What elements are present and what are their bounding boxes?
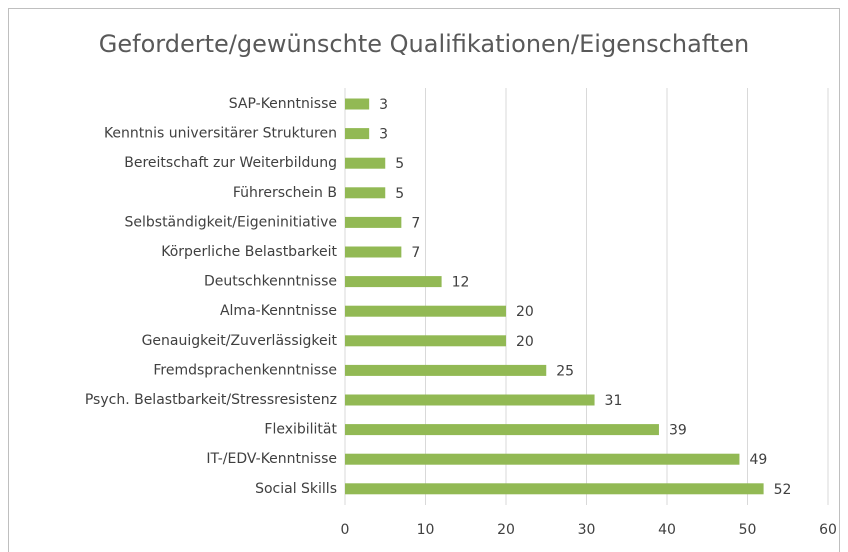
x-tick-label: 20 — [497, 522, 515, 538]
data-label: 52 — [774, 482, 792, 498]
data-label: 49 — [749, 452, 767, 468]
data-label: 25 — [556, 363, 574, 379]
data-label: 39 — [669, 423, 687, 439]
bar — [345, 424, 659, 436]
bar — [345, 246, 402, 258]
data-label: 7 — [411, 245, 420, 261]
bar — [345, 98, 370, 110]
bar — [345, 187, 386, 199]
bar — [345, 364, 547, 376]
bar — [345, 216, 402, 228]
y-tick-label: Körperliche Belastbarkeit — [161, 244, 337, 260]
data-label: 7 — [411, 215, 420, 231]
x-tick-label: 50 — [739, 522, 757, 538]
y-tick-label: SAP-Kenntnisse — [229, 96, 337, 112]
data-label: 20 — [516, 304, 534, 320]
y-tick-label: Deutschkenntnisse — [204, 274, 337, 290]
y-tick-label: Flexibilität — [264, 422, 337, 438]
y-tick-label: Selbständigkeit/Eigeninitiative — [125, 214, 338, 230]
data-label: 5 — [395, 186, 404, 202]
y-tick-label: Bereitschaft zur Weiterbildung — [124, 155, 337, 171]
x-tick-label: 0 — [341, 522, 350, 538]
y-tick-label: Führerschein B — [233, 185, 337, 201]
bar — [345, 305, 506, 317]
x-tick-label: 10 — [417, 522, 435, 538]
x-tick-label: 40 — [658, 522, 676, 538]
y-tick-label: Fremdsprachenkenntnisse — [153, 362, 337, 378]
data-label: 20 — [516, 334, 534, 350]
x-tick-label: 30 — [578, 522, 596, 538]
data-label: 5 — [395, 156, 404, 172]
y-tick-label: Psych. Belastbarkeit/Stressresistenz — [85, 392, 337, 408]
bar — [345, 335, 506, 347]
data-label: 12 — [452, 275, 470, 291]
chart-title: Geforderte/gewünschte Qualifikationen/Ei… — [99, 30, 749, 58]
data-label: 3 — [379, 127, 388, 143]
bar — [345, 157, 386, 169]
y-tick-label: Genauigkeit/Zuverlässigkeit — [142, 333, 338, 349]
x-tick-label: 60 — [819, 522, 837, 538]
data-label: 31 — [605, 393, 623, 409]
data-label: 3 — [379, 97, 388, 113]
bar — [345, 276, 442, 288]
y-tick-label: Kenntnis universitärer Strukturen — [104, 126, 337, 142]
y-tick-label: Alma-Kenntnisse — [220, 303, 337, 319]
bar — [345, 483, 764, 495]
y-tick-label: Social Skills — [255, 481, 337, 497]
bar — [345, 128, 370, 140]
y-tick-label: IT-/EDV-Kenntnisse — [206, 451, 337, 467]
bar — [345, 453, 740, 465]
bar — [345, 394, 595, 406]
